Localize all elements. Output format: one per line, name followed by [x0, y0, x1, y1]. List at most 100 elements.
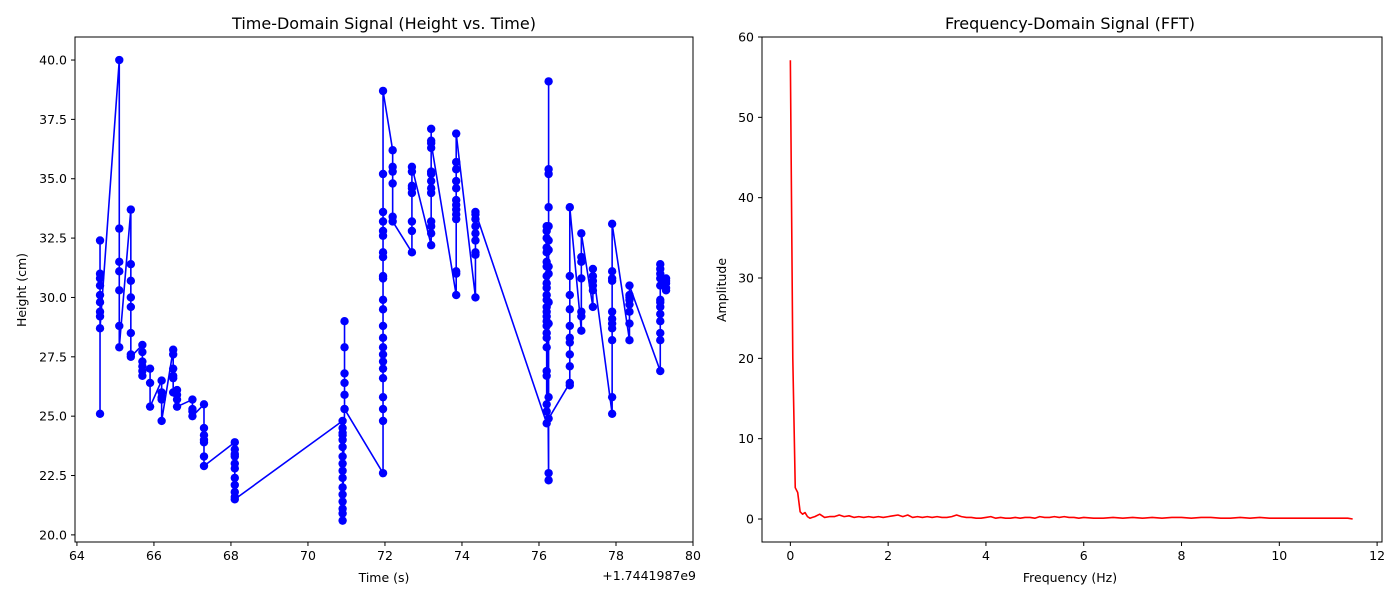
time-chart-data-point — [199, 452, 209, 461]
frequency-domain-chart: Frequency-Domain Signal (FFT) Frequency … — [714, 14, 1385, 585]
time-chart-data-point — [544, 262, 553, 271]
time-chart-data-point — [378, 364, 388, 373]
time-chart-data-point — [126, 276, 136, 286]
time-chart-data-point — [656, 260, 665, 269]
time-chart-data-point — [542, 407, 551, 416]
time-chart-data-point — [378, 169, 388, 179]
time-chart-data-point — [542, 343, 551, 352]
time-chart-data-point — [126, 260, 136, 269]
time-chart-data-point — [544, 77, 553, 86]
time-chart-data-point — [138, 347, 147, 357]
time-chart-title: Time-Domain Signal (Height vs. Time) — [231, 14, 536, 33]
time-chart-data-point — [115, 321, 124, 331]
time-chart-data-point — [625, 307, 634, 316]
time-chart-data-point — [199, 435, 209, 445]
time-chart-data-point — [338, 490, 347, 499]
time-chart-data-point — [378, 321, 388, 331]
time-chart-data-point — [172, 385, 182, 395]
time-chart-y-tick-label: 35.0 — [39, 171, 67, 186]
time-chart-data-point — [378, 404, 388, 414]
time-chart-data-point — [378, 343, 388, 352]
time-chart-data-point — [565, 350, 574, 359]
time-chart-plot-area: 64 66 68 70 72 74 76 78 80 20.0 22.5 25.0 27.5 30.0 32… — [39, 53, 701, 563]
time-chart-data-point — [115, 343, 124, 352]
fft-chart-y-tick-label: 30 — [738, 271, 754, 286]
time-chart-y-tick-label: 37.5 — [39, 112, 67, 127]
time-chart-x-tick-label: 68 — [223, 548, 239, 563]
time-chart-data-point — [95, 290, 105, 300]
time-chart-data-point — [378, 416, 388, 426]
time-chart-data-point — [157, 392, 166, 402]
time-chart-data-point — [544, 298, 553, 307]
time-chart-data-point — [338, 473, 347, 483]
time-chart-y-tick-label: 27.5 — [39, 349, 67, 364]
time-chart-data-point — [388, 146, 397, 155]
time-chart-data-point — [115, 55, 124, 65]
time-chart-data-point — [588, 302, 598, 312]
time-chart-data-point — [426, 217, 436, 226]
time-chart-data-point — [378, 357, 388, 366]
time-domain-chart: Time-Domain Signal (Height vs. Time) Tim… — [14, 14, 701, 585]
time-chart-data-point — [138, 366, 147, 376]
time-chart-data-point — [625, 335, 634, 345]
time-chart-data-point — [656, 309, 665, 319]
time-chart-data-point — [340, 343, 349, 352]
time-chart-x-tick-label: 80 — [685, 548, 701, 563]
time-chart-data-point — [168, 373, 178, 383]
time-chart-data-point — [338, 509, 347, 518]
time-chart-data-point — [565, 271, 574, 281]
time-chart-data-point — [471, 248, 480, 257]
time-chart-data-point — [230, 480, 239, 490]
time-chart-data-point — [452, 176, 461, 186]
time-chart-data-point — [607, 267, 617, 276]
time-chart-data-point — [378, 305, 388, 314]
time-chart-data-point — [452, 267, 461, 276]
time-chart-data-point — [378, 392, 388, 402]
time-chart-data-point — [426, 124, 436, 134]
time-chart-data-point — [338, 435, 347, 445]
time-chart-data-point — [656, 335, 665, 345]
time-chart-data-point — [452, 290, 461, 300]
time-chart-data-point — [378, 333, 388, 343]
time-chart-data-point — [115, 286, 124, 295]
time-chart-y-tick-label: 20.0 — [39, 527, 67, 542]
time-chart-data-point — [607, 274, 617, 283]
time-chart-data-point — [452, 184, 461, 193]
time-chart-data-point — [656, 295, 665, 305]
time-chart-data-point — [656, 317, 665, 326]
time-chart-data-point — [95, 312, 105, 321]
time-chart-data-point — [426, 138, 436, 148]
time-chart-x-tick-label: 70 — [300, 548, 316, 563]
time-chart-data-point — [577, 307, 586, 316]
time-chart-data-point — [378, 86, 388, 96]
time-chart-data-point — [138, 340, 147, 350]
time-chart-data-point — [542, 279, 551, 288]
time-chart-data-point — [426, 176, 436, 186]
time-chart-data-point — [565, 290, 574, 300]
time-chart-x-offset: +1.7441987e9 — [602, 568, 696, 583]
time-chart-data-point — [407, 162, 417, 172]
time-chart-data-point — [340, 404, 349, 414]
fft-chart-y-tick-label: 10 — [738, 431, 754, 446]
fft-chart-ylabel: Amplitude — [714, 258, 729, 322]
time-chart-data-point — [625, 290, 634, 300]
time-chart-data-point — [338, 466, 347, 475]
time-chart-data-point — [378, 468, 388, 478]
time-chart-ylabel: Height (cm) — [14, 253, 29, 327]
time-chart-data-point — [168, 364, 178, 373]
time-chart-data-point — [199, 461, 209, 471]
fft-chart-x-tick-label: 0 — [786, 548, 794, 563]
time-chart-data-point — [544, 165, 553, 174]
fft-chart-x-tick-label: 12 — [1369, 548, 1385, 563]
time-chart-data-point — [407, 248, 417, 257]
fft-chart-frame — [761, 36, 1383, 543]
fft-chart-x-tick-label: 6 — [1080, 548, 1088, 563]
time-chart-data-point — [172, 402, 182, 411]
time-chart-data-point — [565, 305, 574, 314]
time-chart-data-point — [338, 516, 347, 525]
time-chart-data-point — [565, 321, 574, 331]
time-chart-data-point — [452, 129, 461, 138]
time-chart-data-point — [544, 476, 553, 485]
time-chart-data-point — [625, 281, 634, 290]
time-chart-data-point — [471, 222, 480, 231]
